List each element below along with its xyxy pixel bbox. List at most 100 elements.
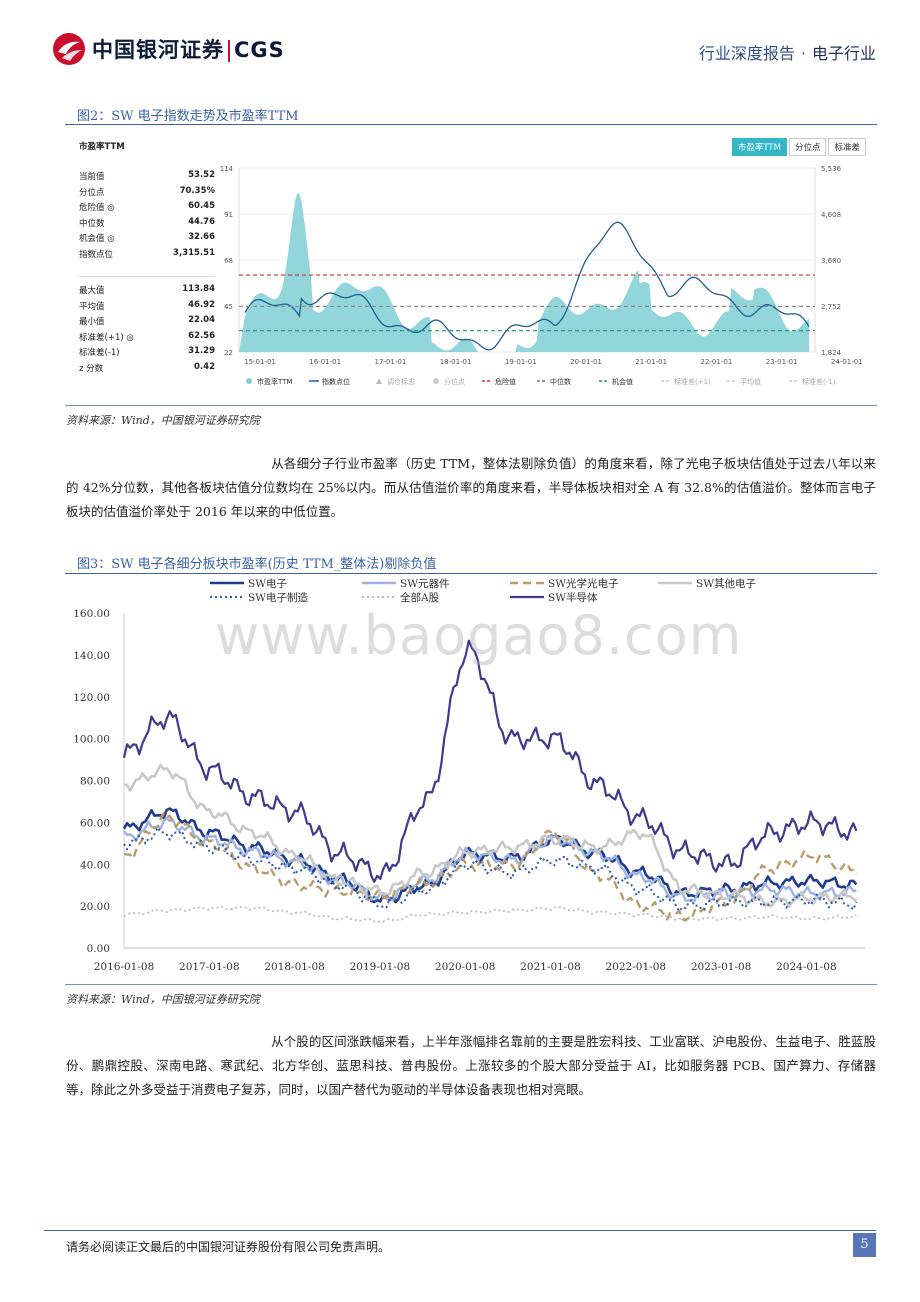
- figure-2-panel: 市盈率TTM 当前值 53.52 分位点 70.35% 危险值 ◎ 60.45 中位数 44.…: [74, 132, 874, 400]
- cgs-logo-icon: [53, 33, 85, 65]
- x-tick-label: 24-01-01: [831, 358, 863, 366]
- y-tick-label: 60.00: [80, 817, 110, 829]
- x-tick-label: 20-01-01: [570, 358, 602, 366]
- stat-value: 46.92: [188, 299, 215, 310]
- stat-value: 113.84: [182, 284, 215, 294]
- y-tick-label: 80.00: [80, 776, 110, 788]
- legend-label: 指数点位: [322, 377, 350, 386]
- y-tick-label: 0.00: [87, 943, 110, 955]
- legend-swatch: [433, 378, 439, 384]
- x-tick-label: 2017-01-08: [179, 961, 240, 973]
- logo-text: 中国银河证券 CGS: [92, 38, 285, 62]
- stat-label: 当前值: [79, 172, 105, 182]
- figure-2-title: 图2：SW 电子指数走势及市盈率TTM: [77, 109, 299, 124]
- stat-row: 分位点 70.35%: [79, 186, 215, 199]
- stat-value: 22.04: [188, 315, 215, 325]
- pe-index-chart: 114 91 68 45 22 5,536 4,608 3,680 2,752 1,824 15-0…: [220, 165, 863, 386]
- footer-rule: [44, 1230, 876, 1231]
- stat-row: 平均值 46.92: [79, 300, 215, 313]
- stat-value: 31.29: [188, 346, 215, 356]
- figure-3-title: 图3：SW 电子各细分板块市盈率(历史 TTM_整体法)剔除负值: [77, 557, 437, 572]
- series-line: [123, 812, 858, 922]
- x-tick-label: 2022-01-08: [606, 961, 667, 973]
- x-tick-label: 21-01-01: [635, 358, 667, 366]
- x-tick-label: 22-01-01: [701, 358, 733, 366]
- legend-label: 标准差(+1): [674, 377, 711, 386]
- y-right-tick-label: 3,680: [821, 257, 841, 265]
- stat-row: 中位数 44.76: [79, 217, 215, 230]
- chart-tab[interactable]: 分位点: [788, 138, 827, 156]
- legend-label: 危险值: [495, 377, 516, 386]
- stat-value: 62.56: [188, 330, 215, 341]
- x-tick-label: 2019-01-08: [350, 961, 411, 973]
- page-number: 5: [853, 1233, 876, 1257]
- legend-label: 市盈率TTM: [257, 377, 292, 386]
- y-tick-label: 120.00: [73, 692, 110, 704]
- legend-label: SW光学光电子: [548, 577, 619, 590]
- stat-row: 标准差(+1) ◎ 62.56: [79, 331, 215, 344]
- stat-label: 中位数: [79, 218, 105, 229]
- pe-tabs: 市盈率TTM 分位点 标准差: [730, 138, 866, 156]
- y-right-tick-label: 2,752: [821, 303, 841, 311]
- x-tick-label: 17-01-01: [375, 358, 407, 366]
- body-paragraph-2: 从个股的区间涨跌幅来看，上半年涨幅排名靠前的主要是胜宏科技、工业富联、沪电股份、…: [66, 1034, 876, 1097]
- chart-tab[interactable]: 标准差: [828, 138, 866, 156]
- figure-2-top-rule: [65, 124, 877, 125]
- x-tick-label: 2018-01-08: [264, 961, 325, 973]
- figure-2-bottom-rule: [65, 405, 877, 406]
- x-tick-label: 15-01-01: [244, 358, 276, 366]
- stat-label: 危险值 ◎: [79, 203, 115, 213]
- stat-label: 最大值: [79, 286, 105, 296]
- legend-label: 平均值: [740, 377, 761, 386]
- y-right-tick-label: 1,824: [821, 349, 842, 357]
- figure-2-source: 资料来源：Wind，中国银河证券研究院: [66, 414, 260, 427]
- y-tick-label: 140.00: [73, 650, 110, 662]
- y-right-tick-label: 4,608: [821, 211, 841, 219]
- legend-label: SW其他电子: [696, 577, 756, 590]
- series-line: [122, 639, 858, 883]
- body-paragraph-1: 从各细分子行业市盈率（历史 TTM，整体法剔除负值）的角度来看，除了光电子板块估…: [66, 456, 876, 519]
- y-tick-label: 100.00: [73, 734, 110, 746]
- stat-row: 标准差(-1) 31.29: [79, 346, 215, 359]
- x-tick-label: 18-01-01: [440, 358, 472, 366]
- stat-row: z 分数 0.42: [79, 362, 215, 375]
- legend-swatch: [376, 378, 382, 384]
- x-tick-label: 2024-01-08: [776, 961, 837, 973]
- figure-3-source: 资料来源：Wind，中国银河证券研究院: [66, 993, 260, 1006]
- report-sector: 电子行业: [811, 44, 876, 63]
- sector-pe-chart: 0.00 20.00 40.00 60.00 80.00 100.00 120.00 140.…: [73, 577, 865, 973]
- report-type: 行业深度报告: [698, 44, 795, 63]
- stat-label: 平均值: [79, 301, 105, 312]
- stat-value: 60.45: [188, 201, 215, 211]
- stat-value: 44.76: [188, 216, 215, 227]
- legend-label: 中位数: [550, 377, 571, 386]
- y-right-tick-label: 5,536: [821, 165, 842, 173]
- x-tick-label: 16-01-01: [309, 358, 341, 366]
- stat-value: 70.35%: [179, 185, 215, 196]
- watermark: www.baogao8.com: [215, 604, 743, 667]
- series-line: [123, 763, 858, 908]
- stat-label: 分位点: [79, 187, 105, 198]
- stat-label: 最小值: [79, 317, 105, 327]
- stat-value: 32.66: [188, 232, 215, 242]
- x-tick-label: 23-01-01: [766, 358, 798, 366]
- chart-tab[interactable]: 市盈率TTM: [731, 138, 787, 156]
- legend-label: SW电子制造: [248, 591, 308, 604]
- legend-swatch: [246, 378, 252, 384]
- stat-label: 机会值 ◎: [79, 234, 115, 244]
- pe-area: [239, 193, 809, 352]
- y-left-tick-label: 91: [224, 211, 233, 219]
- legend-label: 全部A股: [400, 591, 440, 604]
- y-tick-label: 20.00: [80, 901, 110, 913]
- stat-value: 53.52: [188, 170, 215, 180]
- y-left-tick-label: 45: [224, 303, 233, 311]
- logo: 中国银河证券 CGS: [52, 32, 285, 66]
- stat-label: 指数点位: [79, 249, 114, 260]
- stat-row: 最大值 113.84: [79, 284, 215, 297]
- stat-label: 标准差(-1): [79, 348, 120, 358]
- stat-row: 指数点位 3,315.51: [79, 248, 215, 261]
- stat-label: 标准差(+1) ◎: [79, 332, 134, 343]
- series-line: [123, 905, 857, 923]
- stat-label: z 分数: [79, 363, 104, 374]
- y-left-tick-label: 68: [224, 257, 233, 265]
